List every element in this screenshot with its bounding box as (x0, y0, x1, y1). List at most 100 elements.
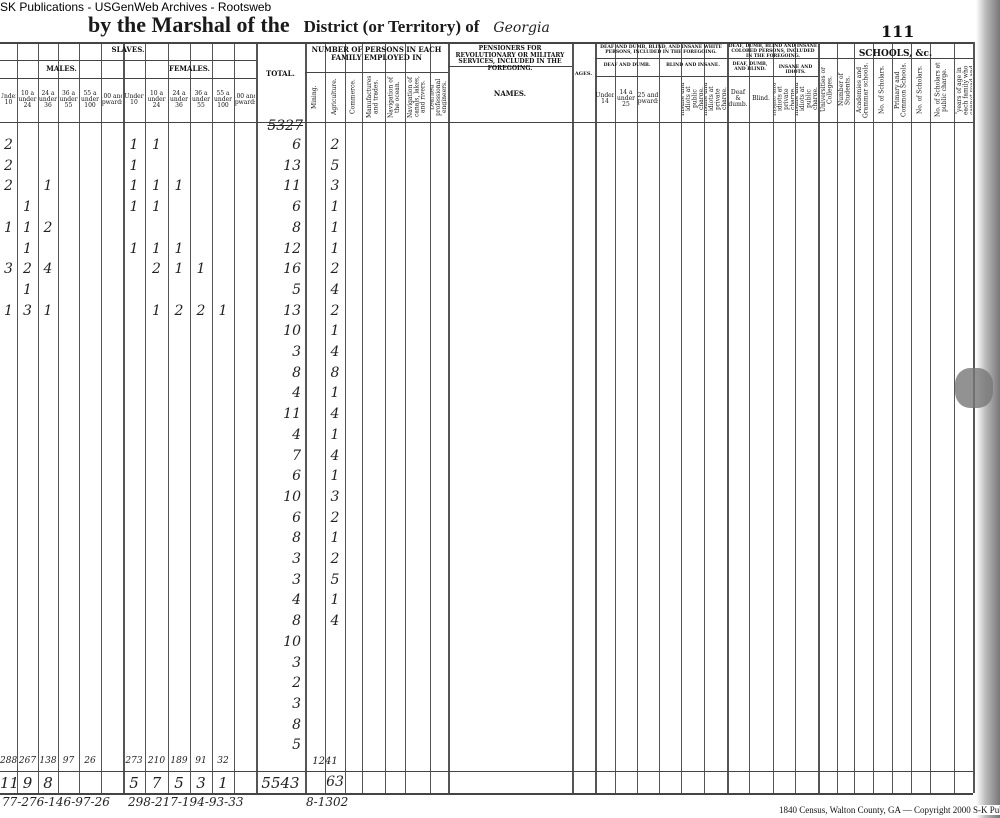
slave-count-cell: 1 (152, 137, 161, 153)
slave-count-cell: 1 (23, 240, 32, 257)
column-rule (58, 42, 59, 793)
agriculture-cell: 2 (330, 551, 340, 567)
column-rule (572, 42, 574, 793)
column-header: Blind. (752, 94, 770, 102)
subtotal-cell: 273 (125, 756, 143, 766)
colored-insane-sub: INSANE AND IDIOTS. (778, 65, 813, 75)
column-rule (854, 42, 855, 793)
column-rule (305, 42, 307, 793)
title-right: District (or Territory) of (303, 17, 480, 36)
column-rule (873, 42, 874, 793)
column-header: 55 a under 100 (81, 89, 99, 110)
agriculture-cell: 3 (330, 178, 340, 195)
colored-deaf-header: DEAF, DUMB, BLIND AND INSANE COLORED PER… (728, 44, 818, 59)
total-cell: 4 (292, 426, 301, 443)
total-cell: 6 (292, 137, 301, 153)
column-rule (954, 42, 955, 793)
column-header: Commerce. (349, 79, 357, 115)
column-rule (168, 42, 169, 793)
row-rule (305, 72, 448, 73)
row-rule (0, 771, 973, 772)
column-rule (818, 42, 820, 793)
slave-count-cell: 1 (152, 302, 161, 319)
total-cell: 16 (283, 261, 301, 278)
column-header: 100 and upwards. (235, 92, 255, 106)
agriculture-cell: 1 (330, 530, 340, 547)
slave-count-cell: 1 (129, 199, 139, 216)
column-header: Insane and idiots at public charge. (682, 82, 703, 116)
page-total-cell: 5 (129, 774, 139, 792)
total-cell: 13 (283, 157, 301, 174)
row-rule (0, 60, 256, 61)
white-deaf-header: DEAF AND DUMB, BLIND, AND INSANE WHITE P… (600, 45, 722, 55)
row-rule (0, 78, 256, 79)
column-header: Navigation of the ocean. (387, 76, 401, 118)
copyright-footer: 1840 Census, Walton County, GA — Copyrig… (776, 805, 1000, 815)
slave-count-cell: 1 (4, 219, 13, 236)
row-rule (595, 76, 818, 77)
total-cell: 5 (292, 737, 301, 754)
white-blind-sub: BLIND AND INSANE. (666, 63, 720, 68)
title-left: by the Marshal of the (88, 12, 290, 37)
names-header: NAMES. (493, 89, 527, 98)
page-total-cell: 7 (151, 774, 162, 792)
slave-count-cell: 1 (23, 281, 32, 298)
slave-count-cell: 1 (43, 302, 53, 319)
pensioners-header: PENSIONERS FOR REVOLUTIONARY OR MILITARY… (455, 45, 565, 72)
page-total-cell: 5 (174, 774, 184, 792)
column-header: 24 a under 36 (170, 89, 188, 110)
page-total-cell: 1 (218, 774, 228, 792)
page-total-cell: 11 (0, 774, 20, 792)
column-header: 10 a under 24 (147, 89, 166, 110)
total-cell: 8 (292, 530, 301, 547)
slave-count-cell: 1 (152, 178, 161, 195)
column-header: 55 a under 100 (214, 89, 232, 110)
slave-count-cell: 1 (152, 199, 161, 216)
column-rule (448, 42, 450, 793)
column-rule (911, 42, 912, 793)
row-rule (0, 42, 973, 44)
page-grand-total: 5543 (261, 774, 300, 792)
slave-count-cell: 1 (218, 302, 228, 319)
employed-header: NUMBER OF PERSONS IN EACH FAMILY EMPLOYE… (311, 45, 442, 62)
total-cell: 3 (292, 551, 301, 567)
subtotal-cell: 267 (18, 756, 37, 766)
column-header: No. of white persons over 20 years of ag… (955, 65, 972, 115)
column-rule (325, 42, 326, 793)
total-cell: 10 (283, 488, 301, 505)
column-header: Navigation of canals, lakes, and rivers. (407, 76, 427, 118)
subtotal-cell: 210 (147, 756, 166, 766)
agriculture-cell: 4 (330, 344, 340, 360)
column-header: 36 a under 55 (192, 89, 210, 110)
slave-count-cell: 1 (43, 178, 53, 195)
browser-title: SK Publications - USGenWeb Archives - Ro… (0, 0, 272, 14)
subtotal-cell: 288 (0, 756, 18, 766)
column-header: 10 a under 24 (18, 89, 37, 110)
agriculture-cell: 4 (330, 281, 340, 298)
agriculture-cell: 1 (330, 199, 340, 216)
column-rule (212, 42, 213, 793)
total-cell: 11 (283, 178, 301, 195)
agriculture-cell: 1 (330, 426, 340, 443)
total-cell: 8 (292, 364, 301, 381)
agriculture-cell: 1 (330, 323, 340, 340)
subtotal-cell: 97 (62, 756, 75, 766)
column-header: 25 and upwards. (638, 91, 658, 105)
page-total-cell: 3 (196, 774, 206, 792)
agriculture-cell: 1 (330, 592, 340, 609)
total-cell: 3 (292, 571, 301, 588)
total-cell: 8 (292, 716, 301, 733)
column-header: Number of Students. (838, 73, 852, 107)
agriculture-cell: 2 (330, 509, 340, 526)
column-rule (727, 42, 729, 793)
page-agriculture-total: 63 (326, 774, 344, 790)
slave-count-cell: 1 (4, 302, 13, 319)
column-rule (38, 42, 39, 793)
column-rule (345, 42, 346, 793)
slave-count-cell: 1 (196, 261, 206, 278)
tally-employment: 8-1302 (306, 795, 349, 809)
scan-edge (976, 0, 1000, 818)
total-cell: 11 (283, 406, 301, 423)
row-rule (448, 66, 572, 67)
total-cell: 6 (292, 468, 301, 485)
